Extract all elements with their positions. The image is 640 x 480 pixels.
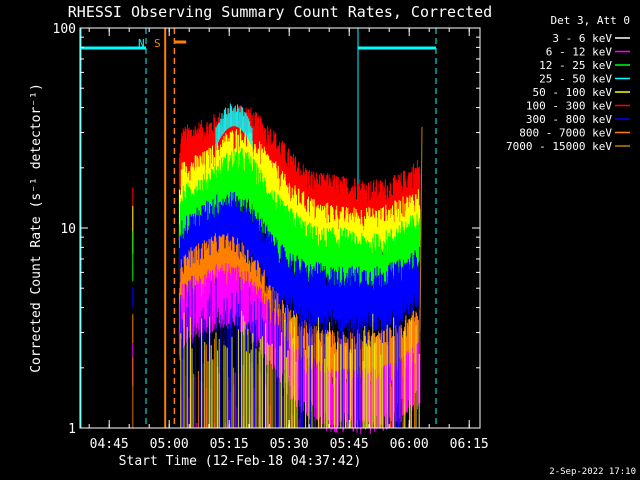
legend-header: Det 3, Att 0 [551,14,630,27]
chart-title: RHESSI Observing Summary Count Rates, Co… [68,3,492,21]
series-noise [132,103,423,428]
x-tick-label: 05:15 [210,437,249,452]
legend-label: 25 - 50 keV [539,73,612,86]
legend-label: 800 - 7000 keV [519,127,612,140]
annotation-label: N [138,37,145,50]
series-dropouts [180,310,420,428]
series-envelope [132,147,421,301]
x-tick-label: 06:15 [450,437,489,452]
legend-label: 12 - 25 keV [539,59,612,72]
legend-label: 300 - 800 keV [526,113,612,126]
annotation-label: S [154,37,161,50]
legend-label: 50 - 100 keV [533,86,613,99]
legend-label: 100 - 300 keV [526,100,612,113]
x-tick-label: 05:30 [270,437,309,452]
legend-label: 7000 - 15000 keV [506,140,612,153]
x-tick-label: 05:00 [150,437,189,452]
y-tick-label: 100 [53,22,76,37]
generation-timestamp: 2-Sep-2022 17:10 [549,467,636,477]
y-tick-label: 1 [68,422,76,437]
y-tick-label: 10 [60,222,76,237]
x-tick-label: 05:45 [330,437,369,452]
series-envelope-25-50 [215,103,253,147]
y-axis-label: Corrected Count Rate (s⁻¹ detector⁻¹) [29,83,44,373]
legend-label: 6 - 12 keV [546,46,613,59]
series-tail-7000-15000 [419,126,423,333]
y-axis: 1 10 100 [53,22,480,437]
x-tick-label: 04:45 [90,437,129,452]
x-axis-label: Start Time (12-Feb-18 04:37:42) [119,454,362,469]
x-axis: 04:45 05:00 05:15 05:30 05:45 06:00 06:15 [88,28,489,452]
legend-label: 3 - 6 keV [552,32,612,45]
x-tick-label: 06:00 [390,437,429,452]
